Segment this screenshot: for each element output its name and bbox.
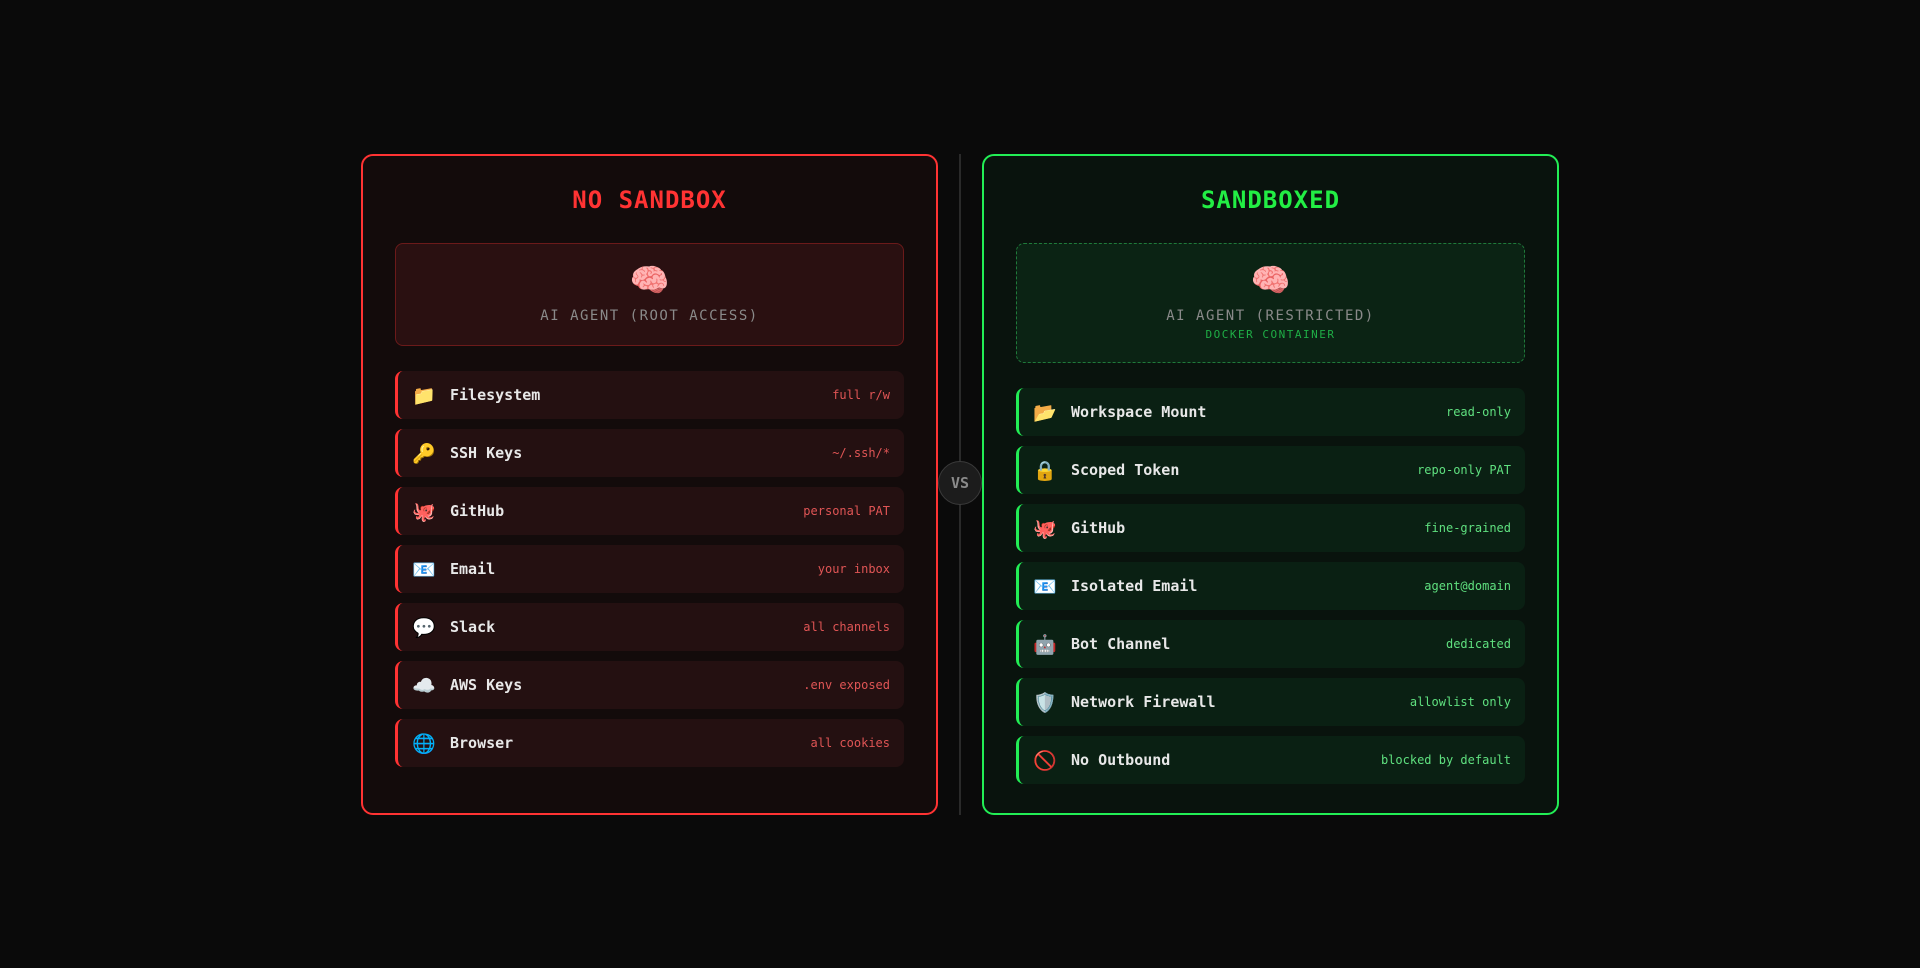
item-value: full r/w	[832, 388, 890, 402]
item-value: your inbox	[817, 562, 890, 576]
item-name: Email	[450, 560, 496, 578]
list-item: 📂 Workspace Mount read-only	[1016, 388, 1525, 436]
item-value: ~/.ssh/*	[832, 446, 890, 460]
list-item: 🚫 No Outbound blocked by default	[1016, 736, 1525, 784]
item-value: read-only	[1445, 405, 1511, 419]
brain-icon: 🧠	[629, 261, 670, 299]
list-item: 🤖 Bot Channel dedicated	[1016, 620, 1525, 668]
key-icon: 🔑	[412, 442, 436, 465]
container-label: DOCKER CONTAINER	[1205, 328, 1336, 341]
item-name: Filesystem	[450, 386, 541, 404]
open-folder-icon: 📂	[1033, 401, 1057, 424]
item-name: Scoped Token	[1071, 461, 1180, 479]
octopus-icon: 🐙	[412, 500, 436, 523]
octopus-icon: 🐙	[1033, 517, 1057, 540]
item-value: all channels	[803, 620, 890, 634]
item-name: Isolated Email	[1071, 577, 1198, 595]
item-name: GitHub	[1071, 519, 1126, 537]
access-list: 📁 Filesystem full r/w 🔑 SSH Keys ~/.ssh/* 🐙 Git…	[395, 371, 904, 777]
lock-icon: 🔒	[1033, 459, 1057, 482]
list-item: 💬 Slack all channels	[395, 603, 904, 651]
panel-title: SANDBOXED	[1200, 186, 1341, 214]
list-item: 🔑 SSH Keys ~/.ssh/*	[395, 429, 904, 477]
item-value: repo-only PAT	[1417, 463, 1511, 477]
item-name: Workspace Mount	[1071, 403, 1207, 421]
item-name: SSH Keys	[450, 444, 523, 462]
agent-box: 🧠 AI AGENT (RESTRICTED) DOCKER CONTAINER	[1016, 243, 1525, 363]
list-item: 📧 Isolated Email agent@domain	[1016, 562, 1525, 610]
folder-icon: 📁	[412, 384, 436, 407]
list-item: 📁 Filesystem full r/w	[395, 371, 904, 419]
list-item: 🐙 GitHub fine-grained	[1016, 504, 1525, 552]
list-item: 🌐 Browser all cookies	[395, 719, 904, 767]
item-value: dedicated	[1445, 637, 1511, 651]
item-name: AWS Keys	[450, 676, 523, 694]
list-item: 📧 Email your inbox	[395, 545, 904, 593]
item-name: GitHub	[450, 502, 505, 520]
robot-icon: 🤖	[1033, 633, 1057, 656]
item-name: Bot Channel	[1071, 635, 1171, 653]
email-icon: 📧	[1033, 575, 1057, 598]
cloud-icon: ☁️	[412, 674, 436, 697]
item-name: No Outbound	[1071, 751, 1171, 769]
prohibited-icon: 🚫	[1033, 749, 1057, 772]
no-sandbox-panel: NO SANDBOX 🧠 AI AGENT (ROOT ACCESS) 📁 Fil…	[361, 154, 938, 815]
list-item: 🔒 Scoped Token repo-only PAT	[1016, 446, 1525, 494]
item-value: fine-grained	[1424, 521, 1511, 535]
item-name: Slack	[450, 618, 496, 636]
speech-bubble-icon: 💬	[412, 616, 436, 639]
item-name: Browser	[450, 734, 514, 752]
item-value: allowlist only	[1409, 695, 1511, 709]
item-value: blocked by default	[1380, 753, 1511, 767]
email-icon: 📧	[412, 558, 436, 581]
panel-title: NO SANDBOX	[572, 186, 727, 214]
list-item: 🛡️ Network Firewall allowlist only	[1016, 678, 1525, 726]
list-item: ☁️ AWS Keys .env exposed	[395, 661, 904, 709]
item-value: .env exposed	[803, 678, 890, 692]
globe-icon: 🌐	[412, 732, 436, 755]
access-list: 📂 Workspace Mount read-only 🔒 Scoped Token re…	[1016, 388, 1525, 794]
agent-label: AI AGENT (RESTRICTED)	[1166, 308, 1375, 324]
sandboxed-panel: SANDBOXED 🧠 AI AGENT (RESTRICTED) DOCKER…	[982, 154, 1559, 815]
agent-box: 🧠 AI AGENT (ROOT ACCESS)	[395, 243, 904, 346]
item-value: all cookies	[810, 736, 890, 750]
item-value: personal PAT	[803, 504, 890, 518]
shield-icon: 🛡️	[1033, 691, 1057, 714]
list-item: 🐙 GitHub personal PAT	[395, 487, 904, 535]
item-value: agent@domain	[1424, 579, 1511, 593]
agent-label: AI AGENT (ROOT ACCESS)	[540, 308, 759, 324]
brain-icon: 🧠	[1250, 261, 1291, 299]
item-name: Network Firewall	[1071, 693, 1216, 711]
vs-badge: VS	[938, 461, 982, 505]
